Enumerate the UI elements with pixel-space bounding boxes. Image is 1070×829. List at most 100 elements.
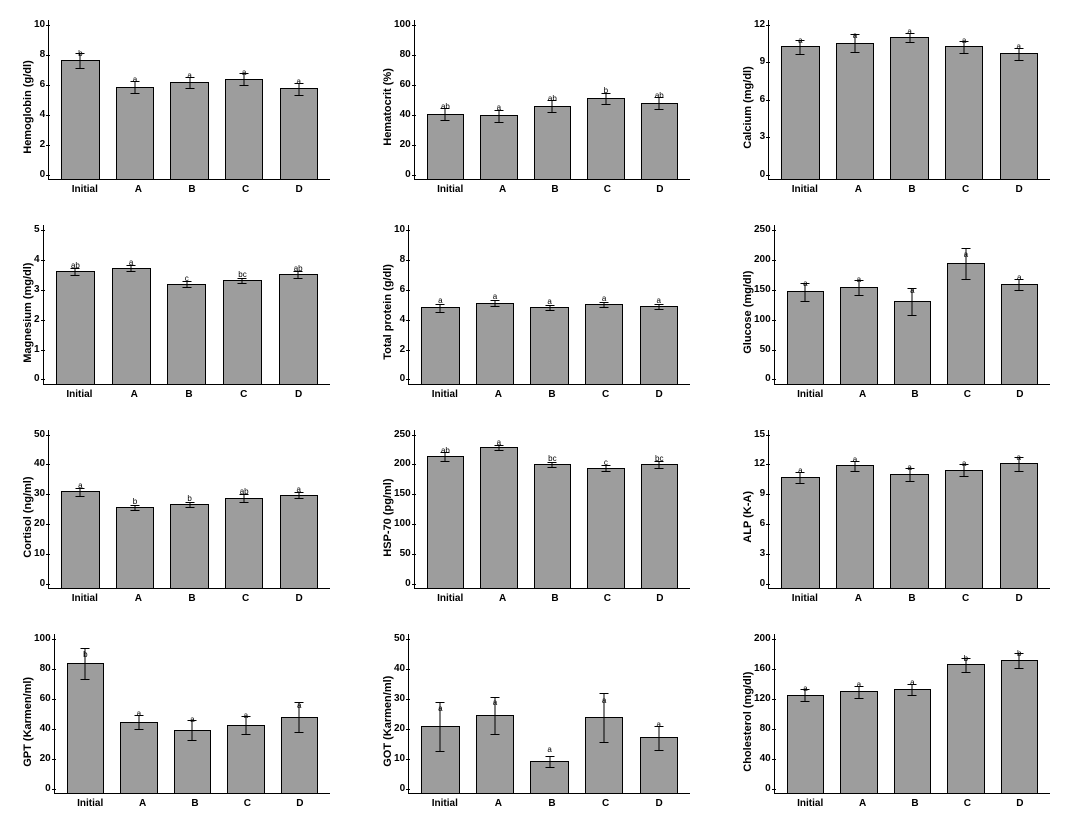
y-tick: 80 (400, 50, 411, 60)
y-ticks: 20016012080400 (754, 634, 774, 794)
error-bar-lower (189, 83, 190, 89)
chart-panel: Magnesium (mg/dl)543210abacbcabInitialAB… (20, 225, 330, 400)
significance-label: a (1016, 42, 1020, 51)
plot-area: ababccbc (414, 430, 690, 590)
significance-label: a (497, 103, 501, 112)
x-tick-label: B (169, 798, 221, 809)
bar-group: a (779, 225, 832, 384)
bar-group: a (939, 225, 992, 384)
y-tick: 0 (40, 579, 46, 589)
significance-label: a (857, 275, 861, 284)
bar-group: a (468, 634, 523, 793)
bar-group: b (108, 430, 163, 589)
significance-label: a (857, 680, 861, 689)
bar-group: a (273, 634, 326, 793)
x-tick-label: C (579, 798, 633, 809)
y-tick: 40 (760, 754, 771, 764)
x-tick-label: B (165, 184, 219, 195)
error-bar-lower (912, 690, 913, 696)
y-tick: 3 (760, 132, 766, 142)
x-tick-label: A (836, 389, 888, 400)
x-labels: InitialABCD (754, 794, 1050, 809)
y-tick: 160 (754, 664, 771, 674)
error-bar-lower (189, 505, 190, 508)
bar: ab (641, 103, 678, 179)
y-ticks: 543210 (34, 225, 43, 385)
bar: ab (225, 498, 263, 588)
plot-area: abacbcab (43, 225, 330, 385)
bar-group: ab (419, 430, 472, 589)
error-bar-lower (134, 508, 135, 511)
x-tick-label: D (271, 389, 326, 400)
error-bar-lower (858, 692, 859, 698)
bar-group: a (882, 430, 937, 589)
significance-label: a (853, 31, 857, 40)
bar: a (530, 761, 568, 793)
y-axis-label: Cholesterol (mg/dl) (740, 634, 754, 809)
error-bar-lower (659, 104, 660, 110)
chart-panel: ALP (K-A)15129630aaaaaInitialABCD (740, 430, 1050, 605)
y-tick: 80 (40, 664, 51, 674)
error-bar-lower (445, 457, 446, 462)
significance-label: a (547, 745, 551, 754)
x-tick-label: B (885, 184, 939, 195)
error-bar-lower (549, 308, 550, 311)
spacer (38, 389, 52, 400)
error-bar-lower (1018, 464, 1019, 471)
error-bar-lower (440, 727, 441, 752)
x-tick-label: D (994, 389, 1046, 400)
x-labels: InitialABCD (754, 385, 1050, 400)
y-tick: 150 (394, 489, 411, 499)
significance-label: b (78, 49, 82, 58)
error-bar-lower (1019, 661, 1020, 669)
significance-label: a (547, 297, 551, 306)
plot-area: aaaaa (408, 225, 690, 385)
error-bar-lower (964, 471, 965, 477)
x-tick-label: C (581, 593, 633, 604)
bar: a (112, 268, 151, 384)
bar-group: a (886, 634, 939, 793)
x-tick-label: A (832, 184, 886, 195)
y-tick: 12 (754, 459, 765, 469)
significance-label: a (964, 250, 968, 259)
y-tick: 9 (760, 489, 766, 499)
spacer (38, 184, 58, 195)
error-bar-lower (244, 80, 245, 86)
x-tick-label: B (525, 389, 579, 400)
y-tick: 3 (760, 549, 766, 559)
chart-panel: Calcium (mg/dl)129630aaaaaInitialABCD (740, 20, 1050, 195)
bar: a (476, 303, 514, 384)
spacer (398, 798, 418, 809)
bar: a (120, 722, 157, 793)
significance-label: bc (238, 270, 246, 279)
x-tick-label: Initial (424, 593, 476, 604)
plot-region: 1086420baaaaInitialABCD (34, 20, 330, 195)
error-bar-lower (658, 307, 659, 310)
bar: a (585, 304, 623, 383)
significance-label: a (907, 463, 911, 472)
error-bar-lower (805, 292, 806, 301)
y-tick: 250 (394, 430, 411, 440)
bar: a (225, 79, 263, 179)
significance-label: a (656, 720, 660, 729)
plot-area: baaaa (48, 20, 330, 180)
spacer (38, 798, 64, 809)
y-axis-label: Cortisol (ng/ml) (20, 430, 34, 605)
significance-label: ab (655, 91, 664, 100)
y-tick: 20 (40, 754, 51, 764)
bar: a (890, 37, 928, 179)
x-tick-label: Initial (58, 593, 112, 604)
y-tick: 20 (34, 519, 45, 529)
y-tick: 100 (34, 634, 51, 644)
significance-label: a (962, 459, 966, 468)
axes-area: 250200150100500aaaaa (754, 225, 1050, 385)
plot-region: 50403020100abbabaInitialABCD (34, 430, 330, 605)
x-tick-label: C (941, 389, 993, 400)
bar-group: ab (48, 225, 104, 384)
significance-label: ab (240, 487, 249, 496)
plot-region: 20016012080400aaabbInitialABCD (754, 634, 1050, 809)
y-axis-label: HSP-70 (pg/ml) (380, 430, 394, 605)
bar-group: a (937, 20, 992, 179)
bar-group: a (882, 20, 937, 179)
axes-area: 50403020100abbaba (34, 430, 330, 590)
